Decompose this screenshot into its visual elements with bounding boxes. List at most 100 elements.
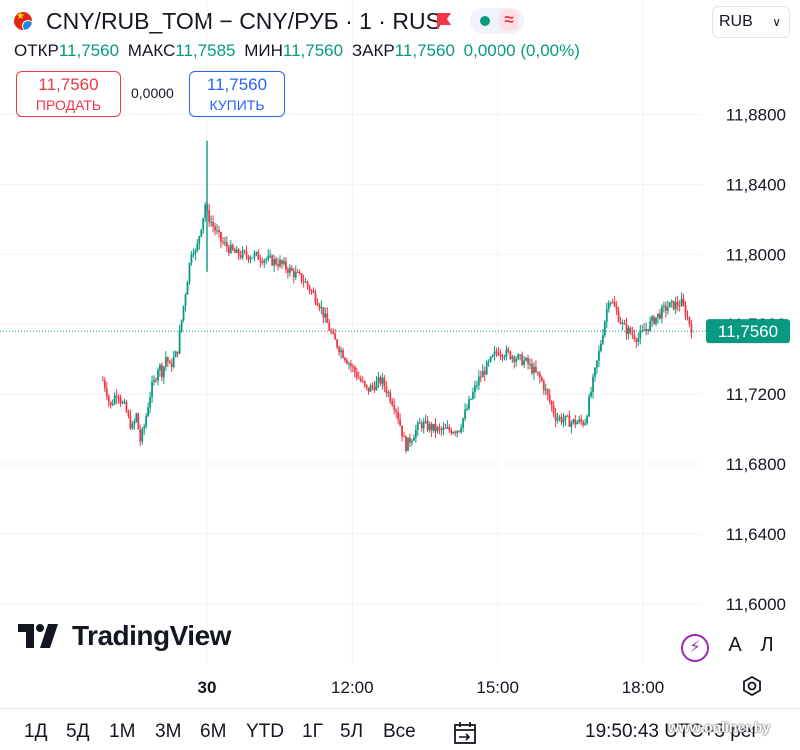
candle-body [448,427,451,431]
candle-body [338,347,340,353]
range-3m-button[interactable]: 3М [155,721,182,742]
tradingview-logo-icon [18,624,58,648]
flag-marker-icon[interactable] [434,11,454,30]
settings-icon[interactable] [740,674,764,698]
candle-body [288,267,291,273]
candle-body [615,306,618,312]
candle-body [231,244,234,250]
candle-body [538,373,541,378]
candle-body [281,260,283,264]
candle-body [680,298,683,307]
x-tick-label: 18:00 [622,678,665,697]
candle-body [245,251,248,257]
candle-body [377,377,380,382]
chevron-down-icon: ∨ [772,15,781,29]
candle-body [275,259,277,265]
candle-body [214,226,216,231]
candle-body [422,422,425,429]
bottom-toolbar: 1Д 5Д 1М 3М 6М YTD 1Г 5Л Все 19:50:43 UT… [0,708,800,750]
candle-body [306,281,309,287]
spread-value: 0,0000 [131,85,174,101]
range-ytd-button[interactable]: YTD [246,721,284,742]
candle-body [190,254,193,263]
range-5y-button[interactable]: 5Л [340,721,364,742]
candle-body [507,349,510,352]
candle-body [625,324,628,334]
candle-body [533,366,535,374]
currency-select[interactable]: RUB ∨ [712,6,790,38]
session-clock[interactable]: 19:50:43 UTC+3 рег [585,721,758,743]
y-tick-label: 11,6400 [726,525,786,544]
candle-body [157,370,159,381]
candle-body [143,426,146,430]
candle-body [123,402,126,404]
candle-body [588,396,590,416]
range-1d-button[interactable]: 1Д [24,721,48,742]
candle-body [161,364,163,378]
sell-price: 11,7560 [38,75,99,94]
candle-body [649,320,652,331]
range-5d-button[interactable]: 5Д [66,721,90,742]
symbol-title[interactable]: CNY/RUB_TOM − CNY/РУБ · 1 · RUS [46,8,441,34]
candle-body [444,427,447,429]
candle-body [562,419,565,423]
candle-body [308,286,311,291]
candle-body [334,333,337,340]
candle-body [286,269,289,273]
candle-body [369,385,372,392]
candle-body [623,322,626,325]
candle-body [605,308,608,322]
candle-body [568,416,571,427]
candle-body [349,363,352,367]
x-tick-label: 30 [198,678,217,697]
candle-body [540,377,543,381]
candle-body [127,411,130,416]
candle-body [247,256,250,260]
y-tick-label: 11,8000 [726,245,786,264]
candle-body [489,356,492,362]
sell-button[interactable]: 11,7560 ПРОДАТЬ [16,71,121,117]
candle-body [641,330,644,332]
range-1y-button[interactable]: 1Г [302,721,323,742]
candle-body [676,301,679,306]
candle-body [387,392,390,394]
range-1m-button[interactable]: 1М [109,721,136,742]
lightning-icon[interactable]: ⚡ [681,634,709,662]
candle-body [229,244,232,253]
log-scale-button[interactable]: Л [760,634,774,656]
candle-body [479,376,482,378]
candle-body [302,281,305,283]
candle-body [153,379,155,382]
candle-body [688,317,691,325]
candle-body [125,402,128,412]
calendar-goto-icon[interactable] [452,720,478,746]
y-tick-label: 11,6000 [726,595,786,614]
candle-body [580,419,583,422]
candle-body [621,322,624,324]
candle-body [521,354,524,365]
market-status-badge[interactable]: ≈ [470,8,524,34]
candle-body [283,261,285,264]
range-all-button[interactable]: Все [383,721,416,742]
range-6m-button[interactable]: 6М [200,721,227,742]
candle-body [572,419,575,423]
price-chart[interactable]: 11,880011,840011,800011,760011,720011,68… [0,0,800,708]
buy-button[interactable]: 11,7560 КУПИТЬ [189,71,285,117]
candle-body [475,385,478,387]
auto-scale-button[interactable]: A [728,634,742,656]
candle-body [129,415,132,429]
candle-body [550,401,553,406]
candle-body [379,377,382,384]
y-tick-label: 11,7200 [726,385,786,404]
market-open-dot-icon [480,16,490,26]
candle-body [255,252,258,254]
candle-body [407,437,409,451]
candle-body [639,331,642,339]
candle-body [292,270,295,277]
candle-body [101,380,104,382]
candle-body [686,316,689,318]
candle-body [678,305,681,307]
candle-body [647,328,650,331]
candle-body [601,335,604,344]
candle-body [405,436,407,451]
